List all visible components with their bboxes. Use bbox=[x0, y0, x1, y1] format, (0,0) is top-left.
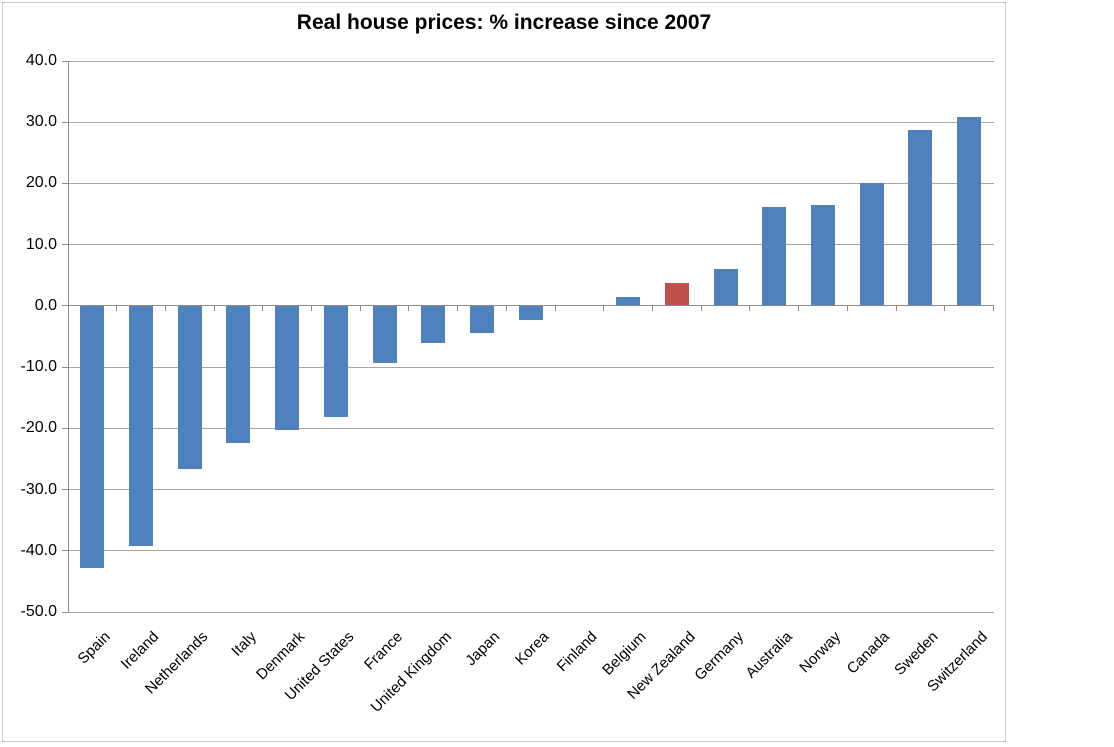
y-axis-label: 10.0 bbox=[25, 235, 57, 253]
y-tick bbox=[62, 611, 68, 613]
x-tick bbox=[944, 305, 946, 311]
y-gridline bbox=[68, 366, 994, 368]
x-tick bbox=[262, 305, 264, 311]
bar-ireland bbox=[129, 305, 154, 546]
bar-new-zealand bbox=[664, 283, 689, 306]
y-gridline bbox=[68, 244, 994, 246]
y-gridline bbox=[68, 427, 994, 429]
y-tick bbox=[62, 550, 68, 552]
x-axis-label: France bbox=[360, 628, 406, 674]
x-tick bbox=[846, 305, 848, 311]
x-tick bbox=[213, 305, 215, 311]
x-axis-label: Australia bbox=[742, 628, 796, 682]
y-axis-label: 40.0 bbox=[25, 52, 57, 69]
y-gridline bbox=[68, 60, 994, 62]
x-tick bbox=[798, 305, 800, 311]
y-axis-label: 0.0 bbox=[34, 296, 57, 314]
y-tick bbox=[62, 489, 68, 491]
x-tick bbox=[652, 305, 654, 311]
x-axis-label: Norway bbox=[796, 628, 845, 677]
bar-switzerland bbox=[957, 117, 982, 306]
bar-korea bbox=[518, 305, 543, 320]
x-axis-label: Germany bbox=[691, 628, 747, 684]
y-axis-label: -30.0 bbox=[20, 480, 57, 498]
x-axis-label: Korea bbox=[511, 628, 553, 669]
bar-germany bbox=[713, 269, 738, 306]
bar-italy bbox=[226, 305, 251, 443]
bar-united-kingdom bbox=[421, 305, 446, 343]
x-tick bbox=[408, 305, 410, 311]
chart-frame bbox=[2, 2, 1006, 742]
bar-netherlands bbox=[177, 305, 202, 469]
x-tick bbox=[554, 305, 556, 311]
y-gridline bbox=[68, 611, 994, 613]
x-tick bbox=[311, 305, 313, 311]
y-gridline bbox=[68, 182, 994, 184]
bar-canada bbox=[859, 183, 884, 306]
y-tick bbox=[62, 427, 68, 429]
y-gridline bbox=[68, 121, 994, 123]
bar-norway bbox=[811, 205, 835, 306]
x-tick bbox=[700, 305, 702, 311]
y-axis-label: 30.0 bbox=[25, 113, 57, 131]
x-tick bbox=[749, 305, 751, 311]
x-tick bbox=[116, 305, 118, 311]
x-axis-label: Italy bbox=[228, 628, 260, 660]
y-tick bbox=[62, 244, 68, 246]
y-axis-label: -50.0 bbox=[20, 603, 57, 620]
bar-spain bbox=[80, 305, 105, 568]
x-tick bbox=[359, 305, 361, 311]
bar-belgium bbox=[616, 297, 641, 306]
x-tick bbox=[164, 305, 166, 311]
y-axis-label: -40.0 bbox=[20, 541, 57, 559]
bar-united-states bbox=[323, 305, 348, 418]
x-tick bbox=[457, 305, 459, 311]
y-tick bbox=[62, 60, 68, 62]
x-axis-label: Finland bbox=[553, 628, 601, 676]
y-gridline bbox=[68, 489, 994, 491]
x-axis-label: Japan bbox=[462, 628, 504, 670]
y-tick bbox=[62, 182, 68, 184]
y-tick bbox=[62, 366, 68, 368]
y-axis-label: 20.0 bbox=[25, 174, 57, 192]
bar-france bbox=[372, 305, 397, 363]
x-tick bbox=[67, 305, 69, 311]
x-tick bbox=[993, 305, 994, 311]
x-tick bbox=[505, 305, 507, 311]
x-tick bbox=[603, 305, 605, 311]
y-gridline bbox=[68, 550, 994, 552]
y-axis-label: -20.0 bbox=[20, 419, 57, 437]
y-axis-line bbox=[67, 61, 69, 612]
bar-japan bbox=[470, 305, 495, 333]
bar-denmark bbox=[275, 305, 300, 430]
bar-australia bbox=[762, 206, 787, 306]
x-axis-line bbox=[68, 305, 994, 307]
x-axis-label: Spain bbox=[74, 628, 114, 668]
x-tick bbox=[895, 305, 897, 311]
y-tick bbox=[62, 121, 68, 123]
bar-sweden bbox=[908, 129, 933, 306]
y-tick bbox=[62, 305, 68, 307]
x-axis-label: Canada bbox=[843, 628, 894, 678]
chart-title: Real house prices: % increase since 2007 bbox=[296, 11, 712, 34]
x-axis-label: Ireland bbox=[117, 628, 163, 673]
y-axis-label: -10.0 bbox=[20, 358, 57, 376]
